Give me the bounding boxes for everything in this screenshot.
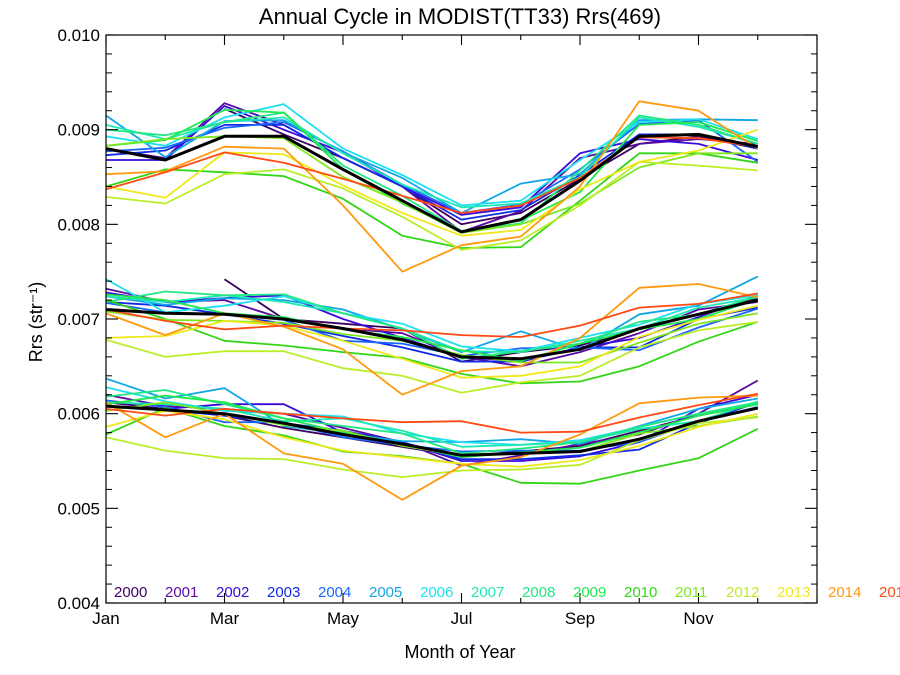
legend-item-2011: 2011 xyxy=(675,584,707,601)
legend: 2000 2001 2002 2003 2004 2005 2006 2007 2008 2009… xyxy=(114,584,900,601)
series-line-2012-group-2 xyxy=(105,320,758,394)
legend-item-2005: 2005 xyxy=(369,584,402,601)
legend-item-2001: 2001 xyxy=(165,584,198,601)
y-tick-label: 0.009 xyxy=(57,121,100,140)
x-axis: Jan Mar May Jul Sep Nov xyxy=(92,35,818,628)
series-line-2010-group-1 xyxy=(105,152,758,249)
series-line-2014-group-3 xyxy=(105,394,758,501)
series-line-2014-group-1 xyxy=(105,100,759,273)
series-line-2009-group-2 xyxy=(105,293,759,362)
series-line-2004-group-1 xyxy=(105,119,759,214)
x-tick-label: Jan xyxy=(92,609,119,628)
series-line-2001-group-1 xyxy=(105,102,758,233)
legend-item-2002: 2002 xyxy=(216,584,249,601)
x-tick-label: May xyxy=(327,609,360,628)
series-line-2006-group-1 xyxy=(105,103,759,207)
series-line-2014-group-2 xyxy=(105,283,758,396)
series-line-2015-group-2 xyxy=(105,292,758,338)
series-line-2008-group-1 xyxy=(105,111,759,232)
mean-line-group-2 xyxy=(105,298,759,361)
chart-title: Annual Cycle in MODIST(TT33) Rrs(469) xyxy=(259,4,661,29)
plot-area: Jan Mar May Jul Sep Nov 0.0040.0050.0060.0070… xyxy=(57,26,900,628)
mean-line-group-1 xyxy=(105,132,759,234)
y-tick-label: 0.004 xyxy=(57,594,100,613)
legend-item-2015: 2015 xyxy=(879,584,900,601)
legend-item-2007: 2007 xyxy=(471,584,504,601)
series-line-2005-group-3 xyxy=(105,377,758,445)
y-tick-label: 0.006 xyxy=(57,405,100,424)
legend-item-2012: 2012 xyxy=(726,584,759,601)
x-tick-label: Nov xyxy=(683,609,714,628)
legend-item-2009: 2009 xyxy=(573,584,606,601)
series-line-2013-group-1 xyxy=(105,128,759,237)
series-line-2003-group-1 xyxy=(105,124,759,221)
y-tick-label: 0.007 xyxy=(57,310,100,329)
mean-line-group-3 xyxy=(105,404,759,457)
mean-layer xyxy=(105,132,759,457)
series-line-2001-group-2 xyxy=(105,287,758,368)
legend-item-2006: 2006 xyxy=(420,584,453,601)
series-line-2000-group-1 xyxy=(224,107,758,226)
legend-item-2004: 2004 xyxy=(318,584,351,601)
x-tick-label: Mar xyxy=(210,609,240,628)
y-axis: 0.004 0.005 0.006 0.007 0.008 0.009 0.010 xyxy=(57,26,817,613)
x-axis-label: Month of Year xyxy=(404,642,515,662)
series-line-2013-group-2 xyxy=(105,304,759,379)
x-tick-label: Jul xyxy=(451,609,473,628)
y-tick-label: 0.005 xyxy=(57,499,100,518)
y-tick-label: 0.010 xyxy=(57,26,100,45)
legend-item-2013: 2013 xyxy=(777,584,810,601)
legend-item-2000: 2000 xyxy=(114,584,147,601)
legend-item-2014: 2014 xyxy=(828,584,861,601)
series-line-2007-group-3 xyxy=(105,400,759,448)
legend-item-2003: 2003 xyxy=(267,584,300,601)
series-line-2015-group-3 xyxy=(105,392,758,434)
y-tick-label: 0.008 xyxy=(57,215,100,234)
legend-item-2008: 2008 xyxy=(522,584,555,601)
x-tick-label: Sep xyxy=(565,609,595,628)
legend-item-2010: 2010 xyxy=(624,584,657,601)
y-axis-label: Rrs (str⁻¹) xyxy=(26,282,46,362)
series-line-2010-group-2 xyxy=(105,299,759,385)
series-line-2012-group-1 xyxy=(105,161,758,251)
series-layer xyxy=(105,100,759,501)
